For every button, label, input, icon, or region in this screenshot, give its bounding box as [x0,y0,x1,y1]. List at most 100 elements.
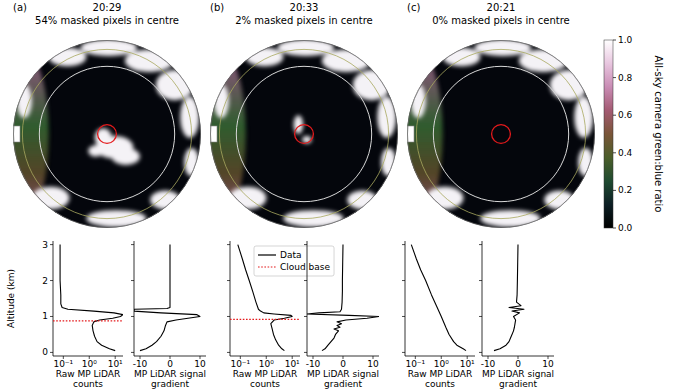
x-tick-label: 10⁻¹ [405,359,425,369]
sky-rim [408,41,595,228]
x-tick-label: -10 [133,359,148,369]
x-axis-title-line: MP LiDAR signal [482,369,554,379]
x-axis-title-line: counts [73,379,103,389]
cloud [112,148,140,165]
sky-rim [14,41,201,228]
y-axis [53,241,54,356]
zenith-ring [236,66,371,201]
y-tick [50,352,53,353]
y-tick-label: 3 [42,240,48,250]
cloud [278,39,334,56]
x-tick-label: 10⁰ [259,359,274,369]
x-tick-label: 10 [542,359,554,369]
profile-chart: -10 0 10MP LiDAR signalgradient [304,241,379,389]
x-axis-title-line: gradient [499,379,537,389]
sky-rim [211,41,398,228]
cloud [150,190,180,209]
sky-image [398,39,595,228]
cloud [88,145,103,156]
x-axis-title: MP LiDAR signalgradient [307,369,379,389]
centre-circle [98,125,117,144]
y-tick [479,280,482,281]
x-axis-title-line: gradient [324,379,362,389]
x-tick-label: 10⁰ [434,359,449,369]
cloud [550,70,588,100]
y-tick [131,244,134,245]
cloud [81,39,137,56]
panel-time: 20:33 [290,2,319,13]
x-axis-title: Raw MP LiDARcounts [233,369,298,389]
panel-letter: (b) [210,2,224,13]
profile-line [307,245,379,351]
x-tick-label: 10¹ [285,359,300,369]
colorbar-tick-label: 0.2 [618,185,632,195]
panel-letter: (a) [13,2,27,13]
y-tick [479,316,482,317]
x-axis-title: MP LiDAR signalgradient [482,369,554,389]
y-tick [402,316,405,317]
x-tick-label: 10¹ [460,359,475,369]
y-tick [131,316,134,317]
colorbar-tick-label: 0.0 [618,223,633,233]
y-tick-label: 0 [42,347,48,357]
profile-chart: -10010MP LiDAR signalgradient [479,241,554,389]
legend-label: Data [280,250,302,260]
colorbar-tick [613,190,616,191]
cloud [544,190,574,209]
horizon-ring [416,49,585,218]
x-tick-label: 10⁻¹ [53,359,73,369]
centre-circle [295,125,314,144]
colorbar-scale [604,40,613,228]
x-tick-label: 10 [367,359,379,369]
plot-area [494,245,524,351]
cloud [229,187,267,210]
cloud [32,187,70,210]
panel-caption: 0% masked pixels in centre [432,15,570,26]
x-tick-label: 0 [167,359,173,369]
x-axis-title-line: Raw MP LiDAR [56,369,121,379]
profile-line [60,245,123,351]
y-tick [479,352,482,353]
y-axis-title: Altitude (km) [6,269,16,328]
sky-panel: (c)20:210% masked pixels in centre [398,2,595,228]
x-tick-label: 0 [340,359,346,369]
y-tick [304,244,307,245]
x-axis-title-line: gradient [151,379,189,389]
plot-area [134,245,200,351]
x-axis-title: Raw MP LiDARcounts [56,369,121,389]
x-tick-label: 10⁰ [82,359,97,369]
y-tick [227,244,230,245]
centre-circle [492,125,511,144]
x-axis-title: Raw MP LiDARcounts [408,369,473,389]
profile-chart: 012310⁻¹10⁰10¹Raw MP LiDARcountsAltitude… [6,240,123,389]
y-axis [230,241,231,356]
colorbar-tick [613,152,616,153]
cloud-base-line [53,320,123,321]
y-tick [227,316,230,317]
x-tick-label: -10 [306,359,321,369]
horizon-ring [219,49,388,218]
horizon-ring [22,49,191,218]
cloud [95,128,112,147]
sky-image [201,39,398,228]
legend-sample [258,254,276,255]
x-axis-title-line: Raw MP LiDAR [233,369,298,379]
cloud [411,84,426,118]
cloud [184,148,199,176]
cloud [426,187,464,210]
y-axis [405,241,406,356]
x-axis-title-line: Raw MP LiDAR [408,369,473,379]
legend: DataCloud base [254,246,334,276]
y-axis [482,241,483,356]
x-tick-label: 10⁻¹ [230,359,250,369]
legend-sample [258,266,276,267]
y-tick [402,352,405,353]
y-tick [50,280,53,281]
x-axis-title-line: counts [250,379,280,389]
sky-panel: (a)20:2954% masked pixels in centre [4,2,201,228]
colorbar-tick-label: 0.4 [618,148,633,158]
x-tick-label: 10 [194,359,206,369]
profile-line [134,245,200,351]
clouds [411,39,593,227]
cloud [381,148,396,176]
